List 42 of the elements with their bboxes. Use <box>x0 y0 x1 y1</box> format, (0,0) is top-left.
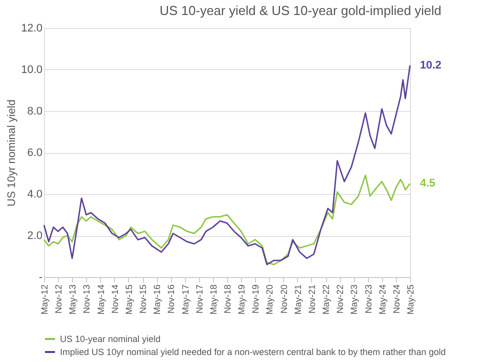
y-tick-label: 4.0 <box>27 188 42 200</box>
x-tick-label: May-22 <box>321 284 332 315</box>
x-tick-label: Nov-18 <box>222 284 232 314</box>
x-tick-label: May-20 <box>264 284 275 315</box>
legend-label: US 10-year nominal yield <box>60 334 161 344</box>
x-tick-label: Nov-21 <box>306 284 317 314</box>
x-tick-label: Nov-15 <box>138 284 148 314</box>
y-tick-label: 12.0 <box>21 22 42 34</box>
y-tick-label: 10.0 <box>21 64 42 76</box>
x-tick-label: May-23 <box>349 284 360 315</box>
annotation: 10.2 <box>420 59 442 72</box>
x-tick-label: Nov-24 <box>391 284 402 314</box>
x-tick-label: May-12 <box>40 284 50 315</box>
x-tick-label: Nov-17 <box>194 284 204 314</box>
x-tick-label: May-16 <box>152 284 162 315</box>
x-tick-label: May-13 <box>68 284 78 315</box>
annotation: 4.5 <box>420 178 436 190</box>
y-axis-title: US 10yr nominal yield <box>6 100 18 206</box>
x-tick-label: Nov-16 <box>166 284 176 314</box>
x-tick-label: Nov-12 <box>54 284 64 314</box>
y-tick-label: 6.0 <box>27 147 42 159</box>
legend-label: Implied US 10yr nominal yield needed for a non-western central bank to by them rather than gold <box>60 347 446 357</box>
x-tick-label: Nov-20 <box>278 284 289 314</box>
x-tick-label: May-19 <box>236 284 247 315</box>
x-tick-label: May-25 <box>406 284 416 315</box>
x-tick-label: May-17 <box>180 284 190 315</box>
y-tick-label: - <box>38 272 43 284</box>
chart-title: US 10-year yield & US 10-year gold-implied yield <box>160 3 442 18</box>
y-tick-label: 2.0 <box>27 230 42 242</box>
x-tick-label: Nov-23 <box>363 284 374 314</box>
x-tick-label: Nov-22 <box>335 284 346 314</box>
x-tick-label: Nov-13 <box>82 284 92 314</box>
x-tick-label: Nov-19 <box>250 284 261 314</box>
x-tick-label: May-14 <box>96 284 106 315</box>
x-tick-label: May-18 <box>208 284 218 315</box>
x-tick-label: May-24 <box>377 284 388 315</box>
y-tick-label: 8.0 <box>27 106 42 118</box>
line-series <box>43 174 411 266</box>
x-tick-label: May-15 <box>124 284 134 315</box>
line-series <box>43 64 411 266</box>
x-tick-label: May-21 <box>292 284 303 315</box>
x-tick-label: Nov-14 <box>110 284 120 314</box>
